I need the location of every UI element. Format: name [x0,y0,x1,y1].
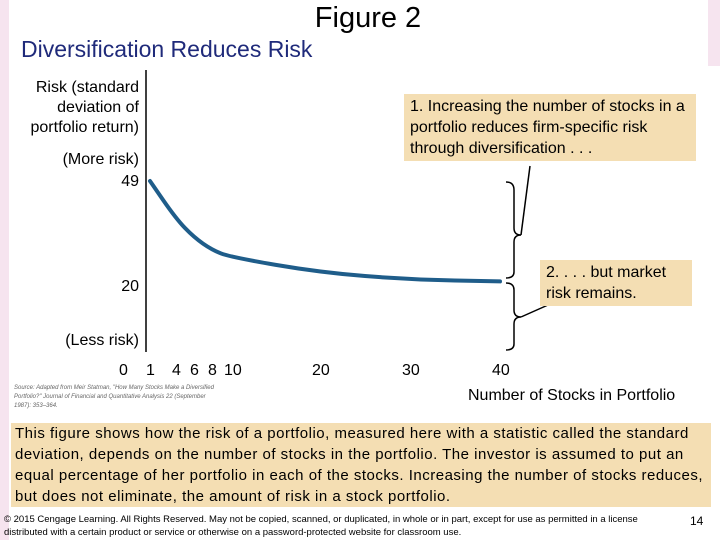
y-more-risk-label: (More risk) [60,150,141,170]
y-tick-49: 49 [119,172,141,192]
annotation-diversification: 1. Increasing the number of stocks in a … [404,94,696,161]
chart-source-note: Source: Adapted from Meir Statman, "How … [14,385,214,409]
annotation-1-leader-line [520,165,531,236]
annotation-market-risk: 2. . . . but market risk remains. [540,260,692,306]
x-tick-label: 30 [402,362,420,379]
annotation-2-leader-line [520,304,549,318]
market-risk-bracket [505,282,522,351]
x-tick-label: 6 [190,362,199,379]
x-tick-label: 4 [172,362,181,379]
right-accent-bar [708,0,720,80]
x-tick-label: 1 [146,362,155,379]
y-axis-label: Risk (standard deviation of portfolio re… [28,78,141,138]
x-tick-label: 8 [208,362,217,379]
x-tick-label: 20 [312,362,330,379]
firm-specific-risk-bracket [505,181,522,279]
x-tick-label: 10 [224,362,242,379]
y-tick-20: 20 [119,277,141,297]
x-tick-label: 40 [492,362,510,379]
slide-title: Figure 2 [314,2,422,34]
y-axis-label-line: portfolio return) [30,119,140,136]
x-axis-title: Number of Stocks in Portfolio [468,387,676,404]
y-less-risk-label: (Less risk) [63,331,141,351]
page-number: 14 [690,514,704,528]
risk-chart [145,70,549,352]
y-axis-label-line: deviation of [57,99,139,116]
slide-subtitle: Diversification Reduces Risk [21,36,313,62]
x-tick-label: 0 [119,362,128,379]
y-axis-label-line: Risk (standard [35,79,139,96]
copyright-footer: © 2015 Cengage Learning. All Rights Rese… [4,514,638,538]
left-accent-bar [0,0,9,540]
figure-caption: This figure shows how the risk of a port… [11,423,711,507]
risk-curve [148,179,502,284]
